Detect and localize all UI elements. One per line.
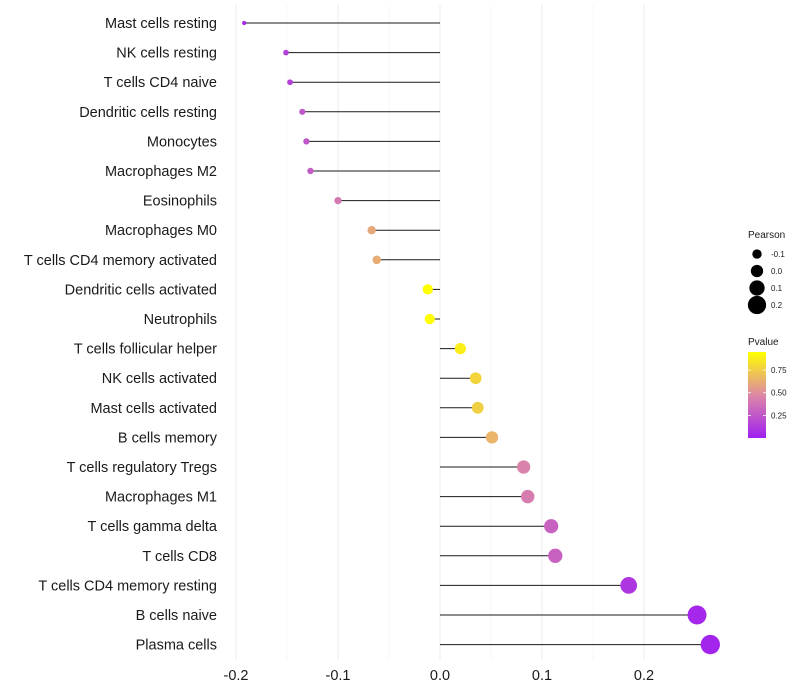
x-axis-tick-labels: -0.2 -0.1 0.0 0.1 0.2 — [224, 668, 655, 684]
data-point — [544, 519, 559, 534]
category-label: Eosinophils — [143, 194, 217, 210]
data-point — [307, 167, 314, 175]
data-point — [299, 108, 306, 115]
data-point — [485, 431, 499, 444]
data-point — [469, 372, 482, 385]
category-label: T cells CD8 — [142, 549, 217, 565]
size-legend-label: 0.0 — [771, 267, 783, 276]
size-legend-label: 0.2 — [771, 301, 783, 310]
x-tick-label: 0.0 — [430, 668, 450, 684]
category-label: T cells CD4 naive — [104, 75, 217, 91]
size-legend-label: -0.1 — [771, 250, 785, 259]
data-point — [334, 196, 342, 205]
x-tick-label: 0.1 — [532, 668, 552, 684]
grid-layer — [235, 5, 645, 660]
category-label: Mast cells activated — [90, 401, 217, 417]
category-label: Plasma cells — [136, 638, 217, 654]
x-tick-label: -0.2 — [224, 668, 249, 684]
size-legend: -0.1 0.0 0.1 0.2 — [747, 249, 785, 315]
pvalue-colorbar — [748, 352, 766, 438]
size-legend-label: 0.1 — [771, 284, 783, 293]
data-point — [283, 49, 289, 56]
category-label: Monocytes — [147, 134, 217, 150]
data-point — [548, 548, 563, 563]
legend: Pearson -0.1 0.0 0.1 0.2 Pvalue 0.75 0.50 0.2… — [747, 230, 787, 438]
data-point — [287, 79, 293, 86]
size-legend-dot — [752, 249, 762, 259]
data-point — [422, 284, 433, 295]
data-point — [454, 342, 467, 355]
data-point — [367, 226, 376, 235]
data-point — [687, 605, 707, 625]
category-label: NK cells activated — [102, 371, 217, 387]
category-label: T cells regulatory Tregs — [67, 460, 217, 476]
category-label: Dendritic cells activated — [65, 282, 217, 298]
data-point — [620, 577, 638, 594]
data-point — [424, 313, 435, 325]
category-label: Macrophages M0 — [105, 223, 217, 239]
color-legend-ticks: 0.75 0.50 0.25 — [748, 366, 787, 420]
category-label: T cells CD4 memory resting — [38, 578, 217, 594]
data-point — [516, 460, 531, 474]
category-label: Macrophages M2 — [105, 164, 217, 180]
colorbar-tick-label: 0.50 — [771, 389, 787, 398]
data-point — [303, 138, 310, 145]
data-point — [372, 255, 382, 265]
x-tick-label: -0.1 — [326, 668, 351, 684]
data-point — [471, 401, 484, 414]
category-label: NK cells resting — [116, 46, 217, 62]
data-point — [521, 489, 535, 504]
category-label: T cells follicular helper — [74, 342, 217, 358]
category-label: T cells CD4 memory activated — [24, 253, 217, 269]
colorbar-tick-label: 0.25 — [771, 411, 787, 420]
size-legend-dot — [750, 264, 764, 278]
category-label: B cells memory — [118, 430, 218, 446]
stem-layer — [244, 22, 711, 646]
data-point — [700, 634, 720, 655]
color-legend-title: Pvalue — [748, 337, 779, 348]
category-label: Neutrophils — [144, 312, 217, 328]
size-legend-dot — [747, 295, 767, 315]
size-legend-title: Pearson — [748, 230, 785, 241]
x-tick-label: 0.2 — [634, 668, 654, 684]
colorbar-tick-label: 0.75 — [771, 366, 787, 375]
data-point — [242, 20, 247, 26]
category-label: B cells naive — [136, 608, 217, 624]
size-legend-dot — [749, 280, 765, 296]
category-label: Mast cells resting — [105, 16, 217, 32]
category-label: T cells gamma delta — [88, 519, 218, 535]
category-label: Macrophages M1 — [105, 490, 217, 506]
point-layer — [242, 20, 720, 655]
category-label: Dendritic cells resting — [79, 105, 217, 121]
y-axis-labels: Mast cells resting NK cells resting T cell… — [24, 16, 218, 654]
